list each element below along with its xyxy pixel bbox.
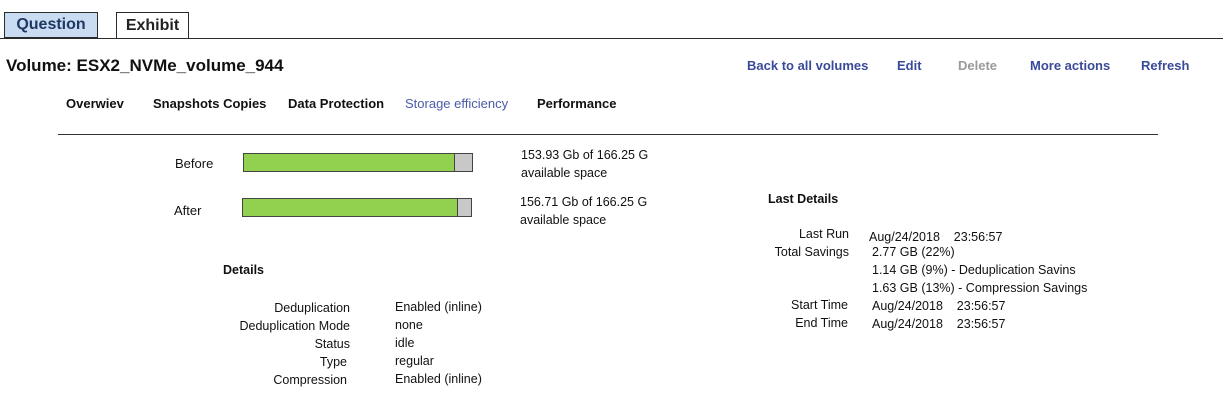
after-space-bar-fill (243, 199, 458, 216)
details-status-label: Status (314, 337, 350, 351)
after-space-caption: available space (520, 213, 607, 227)
before-space-caption: available space (521, 166, 608, 180)
details-deduplication-value: Enabled (inline) (395, 300, 482, 314)
tab-question[interactable]: Question (4, 12, 98, 38)
details-status-value: idle (395, 336, 415, 350)
details-compression-value: Enabled (inline) (395, 372, 482, 386)
end-time-value: Aug/24/2018 23:56:57 (872, 317, 1006, 331)
subtab-data-protection[interactable]: Data Protection (288, 96, 385, 111)
back-to-all-volumes-link[interactable]: Back to all volumes (747, 58, 869, 73)
tab-exhibit[interactable]: Exhibit (116, 12, 189, 39)
details-compression-label: Compression (273, 373, 347, 387)
refresh-button[interactable]: Refresh (1141, 58, 1190, 73)
total-savings-value: 2.77 GB (22%) (872, 245, 955, 259)
before-space-text: 153.93 Gb of 166.25 G (521, 148, 649, 162)
last-run-label: Last Run (798, 227, 849, 241)
tab-divider (0, 38, 1223, 39)
last-run-value: Aug/24/2018 23:56:57 (869, 230, 1003, 244)
details-type-value: regular (395, 354, 434, 368)
subtab-overview[interactable]: Overwiev (66, 96, 124, 111)
before-label: Before (175, 156, 214, 171)
end-time-label: End Time (795, 316, 848, 330)
before-space-bar (243, 153, 473, 172)
last-details-heading: Last Details (768, 192, 839, 206)
edit-button[interactable]: Edit (897, 58, 922, 73)
more-actions-button[interactable]: More actions (1030, 58, 1111, 73)
total-savings-label: Total Savings (774, 245, 849, 259)
delete-button[interactable]: Delete (958, 58, 998, 73)
after-label: After (174, 203, 202, 218)
subtab-performance[interactable]: Performance (537, 96, 617, 111)
section-divider (58, 134, 1158, 135)
before-space-bar-fill (244, 154, 456, 171)
subtab-storage-efficiency[interactable]: Storage efficiency (405, 96, 509, 111)
page-title: Volume: ESX2_NVMe_volume_944 (6, 56, 284, 75)
details-deduplication-label: Deduplication (274, 301, 350, 315)
after-space-text: 156.71 Gb of 166.25 G (520, 195, 648, 209)
after-space-bar (242, 198, 472, 217)
start-time-label: Start Time (791, 298, 848, 312)
details-dedup-mode-value: none (395, 318, 423, 332)
subtab-snapshot-copies[interactable]: Snapshots Copies (153, 96, 267, 111)
details-heading: Details (223, 263, 264, 277)
dedup-savings-value: 1.14 GB (9%) - Deduplication Savins (872, 263, 1076, 277)
details-type-label: Type (319, 355, 347, 369)
details-dedup-mode-label: Deduplication Mode (239, 319, 351, 333)
start-time-value: Aug/24/2018 23:56:57 (872, 299, 1006, 313)
compression-savings-value: 1.63 GB (13%) - Compression Savings (872, 281, 1088, 295)
